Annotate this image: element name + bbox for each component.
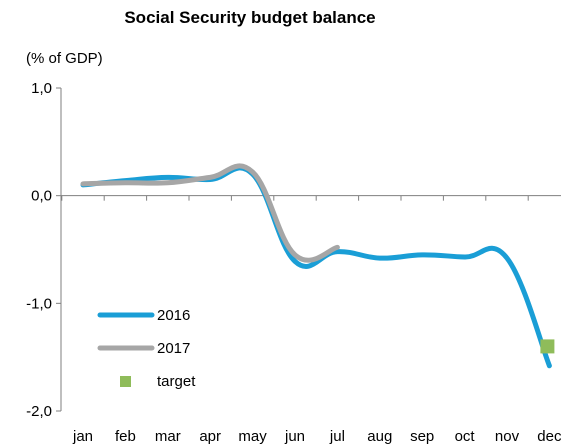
y-axis-unit-label: (% of GDP)	[26, 50, 103, 67]
x-tick-label: may	[238, 428, 267, 445]
legend-label-target: target	[157, 373, 196, 390]
x-tick-label: aug	[367, 428, 392, 445]
series-line-2017	[80, 163, 340, 263]
x-tick-label: nov	[495, 428, 520, 445]
axes: 1,0 0,0 -1,0 -2,0 jan feb mar apr may jun jul aug se…	[26, 80, 561, 445]
x-tick-label: apr	[199, 428, 221, 445]
x-tick-label: jun	[284, 428, 305, 445]
y-tick-label: 1,0	[31, 80, 52, 97]
x-tick-label: oct	[455, 428, 476, 445]
legend: 2016 2017 target	[97, 307, 196, 390]
marker-layer	[540, 339, 555, 354]
legend-swatch-target	[120, 376, 131, 387]
target-marker	[540, 339, 555, 354]
x-tick-label: dec	[537, 428, 561, 445]
y-tick-label: -2,0	[26, 403, 52, 420]
series-layer	[80, 163, 552, 369]
legend-label-2017: 2017	[157, 340, 190, 357]
series-line-2016	[80, 165, 552, 369]
y-tick-label: -1,0	[26, 295, 52, 312]
y-tick-label: 0,0	[31, 188, 52, 205]
x-tick-label: feb	[115, 428, 136, 445]
x-tick-label: sep	[410, 428, 434, 445]
chart-title: Social Security budget balance	[124, 8, 376, 27]
x-tick-label: jul	[329, 428, 345, 445]
x-tick-label: mar	[155, 428, 181, 445]
legend-label-2016: 2016	[157, 307, 190, 324]
x-tick-label: jan	[72, 428, 93, 445]
